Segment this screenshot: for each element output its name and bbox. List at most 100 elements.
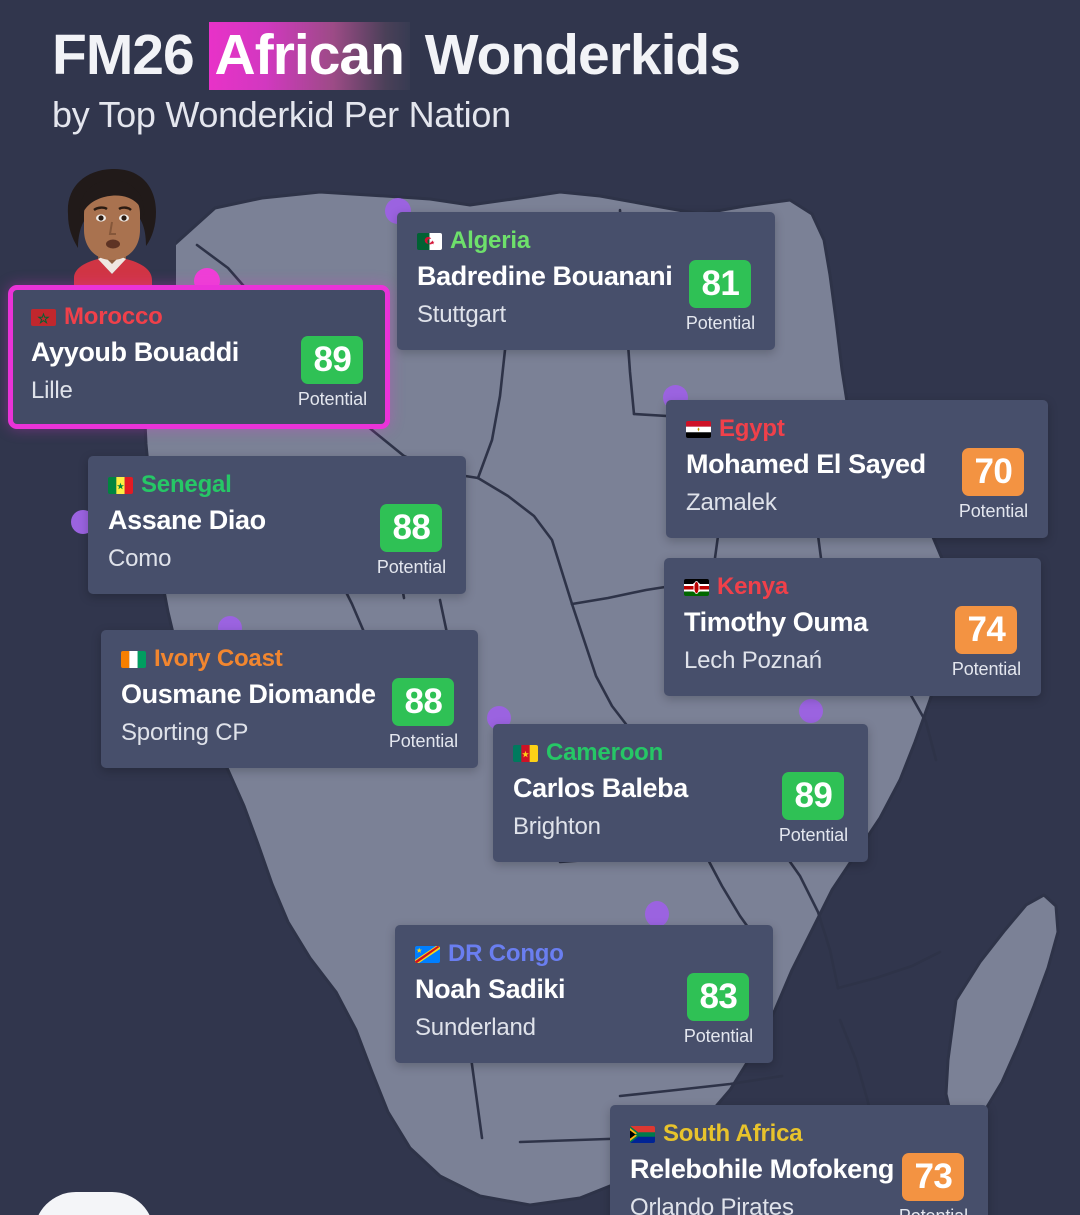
player-info: Assane Diao Como <box>108 504 363 573</box>
potential-badge: 89 <box>782 772 845 820</box>
player-club: Brighton <box>513 812 601 840</box>
potential-block: 83 Potential <box>684 973 753 1047</box>
country-name: Ivory Coast <box>154 645 283 672</box>
country-row: Egypt <box>686 415 1028 443</box>
potential-block: 81 Potential <box>686 260 755 334</box>
south-africa-flag-icon <box>630 1125 655 1143</box>
ivory-coast-flag-icon <box>121 650 146 668</box>
potential-badge: 74 <box>955 606 1018 654</box>
player-name: Timothy Ouma <box>684 607 868 637</box>
title-prefix: FM26 <box>52 23 195 87</box>
featured-player-photo <box>46 162 176 297</box>
potential-label: Potential <box>958 501 1028 521</box>
potential-block: 89 Potential <box>779 772 848 846</box>
card-body: Timothy Ouma Lech Poznań 74 Potential <box>684 606 1021 680</box>
card-senegal[interactable]: Senegal Assane Diao Como 88 Potential <box>88 456 466 594</box>
potential-label: Potential <box>899 1206 968 1215</box>
player-photo-svg <box>46 162 176 297</box>
potential-badge: 89 <box>301 336 364 384</box>
page-subtitle: by Top Wonderkid Per Nation <box>52 93 511 135</box>
player-info: Carlos Baleba Brighton <box>513 772 724 841</box>
card-body: Mohamed El Sayed Zamalek 70 Potential <box>686 448 1028 522</box>
country-name: Morocco <box>64 303 163 330</box>
country-name: Senegal <box>141 471 232 498</box>
country-row: Morocco <box>31 303 367 331</box>
player-info: Ayyoub Bouaddi Lille <box>31 336 284 405</box>
map-dot-kenya[interactable] <box>799 699 823 723</box>
card-dr-congo[interactable]: DR Congo Noah Sadiki Sunderland 83 Poten… <box>395 925 773 1063</box>
player-name: Ousmane Diomande <box>121 679 376 709</box>
player-club: Orlando Pirates <box>630 1193 794 1215</box>
card-body: Ousmane Diomande Sporting CP 88 Potentia… <box>121 678 458 752</box>
potential-badge: 88 <box>392 678 455 726</box>
card-body: Badredine Bouanani Stuttgart 81 Potentia… <box>417 260 755 334</box>
country-row: South Africa <box>630 1120 968 1148</box>
player-info: Badredine Bouanani Stuttgart <box>417 260 673 329</box>
country-row: Senegal <box>108 471 446 499</box>
card-egypt[interactable]: Egypt Mohamed El Sayed Zamalek 70 Potent… <box>666 400 1048 538</box>
country-name: Cameroon <box>546 739 664 766</box>
country-name: South Africa <box>663 1120 803 1147</box>
border-tanzania-kenya <box>836 950 942 990</box>
potential-badge: 81 <box>689 260 752 308</box>
card-morocco[interactable]: Morocco Ayyoub Bouaddi Lille 89 Potentia… <box>8 285 390 429</box>
country-name: Egypt <box>719 415 785 442</box>
card-algeria[interactable]: Algeria Badredine Bouanani Stuttgart 81 … <box>397 212 775 350</box>
card-body: Ayyoub Bouaddi Lille 89 Potential <box>31 336 367 410</box>
senegal-flag-icon <box>108 476 133 494</box>
potential-label: Potential <box>388 731 458 751</box>
player-club: Sunderland <box>415 1013 536 1041</box>
potential-block: 89 Potential <box>298 336 367 410</box>
player-club: Stuttgart <box>417 300 506 328</box>
card-south-africa[interactable]: South Africa Relebohile Mofokeng Orlando… <box>610 1105 988 1215</box>
potential-label: Potential <box>951 659 1021 679</box>
player-club: Sporting CP <box>121 718 249 746</box>
player-info: Noah Sadiki Sunderland <box>415 973 609 1042</box>
player-info: Relebohile Mofokeng Orlando Pirates <box>630 1153 894 1215</box>
header: FM26 African Wonderkids by Top Wonderkid… <box>52 22 741 136</box>
player-name: Relebohile Mofokeng <box>630 1154 894 1184</box>
morocco-flag-icon <box>31 308 56 326</box>
madagascar-landmass <box>944 893 1060 1130</box>
potential-badge: 88 <box>380 504 443 552</box>
player-club: Como <box>108 544 172 572</box>
country-name: DR Congo <box>448 940 564 967</box>
country-row: Cameroon <box>513 739 848 767</box>
country-row: Ivory Coast <box>121 645 458 673</box>
cameroon-flag-icon <box>513 744 538 762</box>
player-name: Carlos Baleba <box>513 773 688 803</box>
player-name: Badredine Bouanani <box>417 261 673 291</box>
map-dot-dr-congo[interactable] <box>645 901 669 927</box>
country-row: Algeria <box>417 227 755 255</box>
player-club: Zamalek <box>686 488 777 516</box>
potential-badge: 73 <box>902 1153 965 1201</box>
country-row: Kenya <box>684 573 1021 601</box>
potential-block: 70 Potential <box>959 448 1028 522</box>
egypt-flag-icon <box>686 420 711 438</box>
card-body: Relebohile Mofokeng Orlando Pirates 73 P… <box>630 1153 968 1215</box>
player-info: Mohamed El Sayed Zamalek <box>686 448 945 517</box>
card-body: Assane Diao Como 88 Potential <box>108 504 446 578</box>
potential-label: Potential <box>297 389 367 409</box>
potential-block: 74 Potential <box>952 606 1021 680</box>
potential-block: 88 Potential <box>377 504 446 578</box>
potential-block: 73 Potential <box>899 1153 968 1215</box>
border-zambia-zim <box>618 1074 784 1098</box>
potential-label: Potential <box>685 313 755 333</box>
title-highlight: African <box>208 22 410 90</box>
player-info: Ousmane Diomande Sporting CP <box>121 678 376 747</box>
dr-congo-flag-icon <box>415 945 440 963</box>
player-info: Timothy Ouma Lech Poznań <box>684 606 872 675</box>
card-body: Noah Sadiki Sunderland 83 Potential <box>415 973 753 1047</box>
potential-label: Potential <box>778 825 848 845</box>
potential-label: Potential <box>683 1026 753 1046</box>
country-name: Algeria <box>450 227 530 254</box>
border-nigeria-cameroon <box>570 602 634 734</box>
player-name: Noah Sadiki <box>415 974 566 1004</box>
card-cameroon[interactable]: Cameroon Carlos Baleba Brighton 89 Poten… <box>493 724 868 862</box>
card-ivory-coast[interactable]: Ivory Coast Ousmane Diomande Sporting CP… <box>101 630 478 768</box>
potential-badge: 70 <box>962 448 1025 496</box>
card-kenya[interactable]: Kenya Timothy Ouma Lech Poznań 74 Potent… <box>664 558 1041 696</box>
potential-label: Potential <box>376 557 446 577</box>
potential-badge: 83 <box>687 973 750 1021</box>
